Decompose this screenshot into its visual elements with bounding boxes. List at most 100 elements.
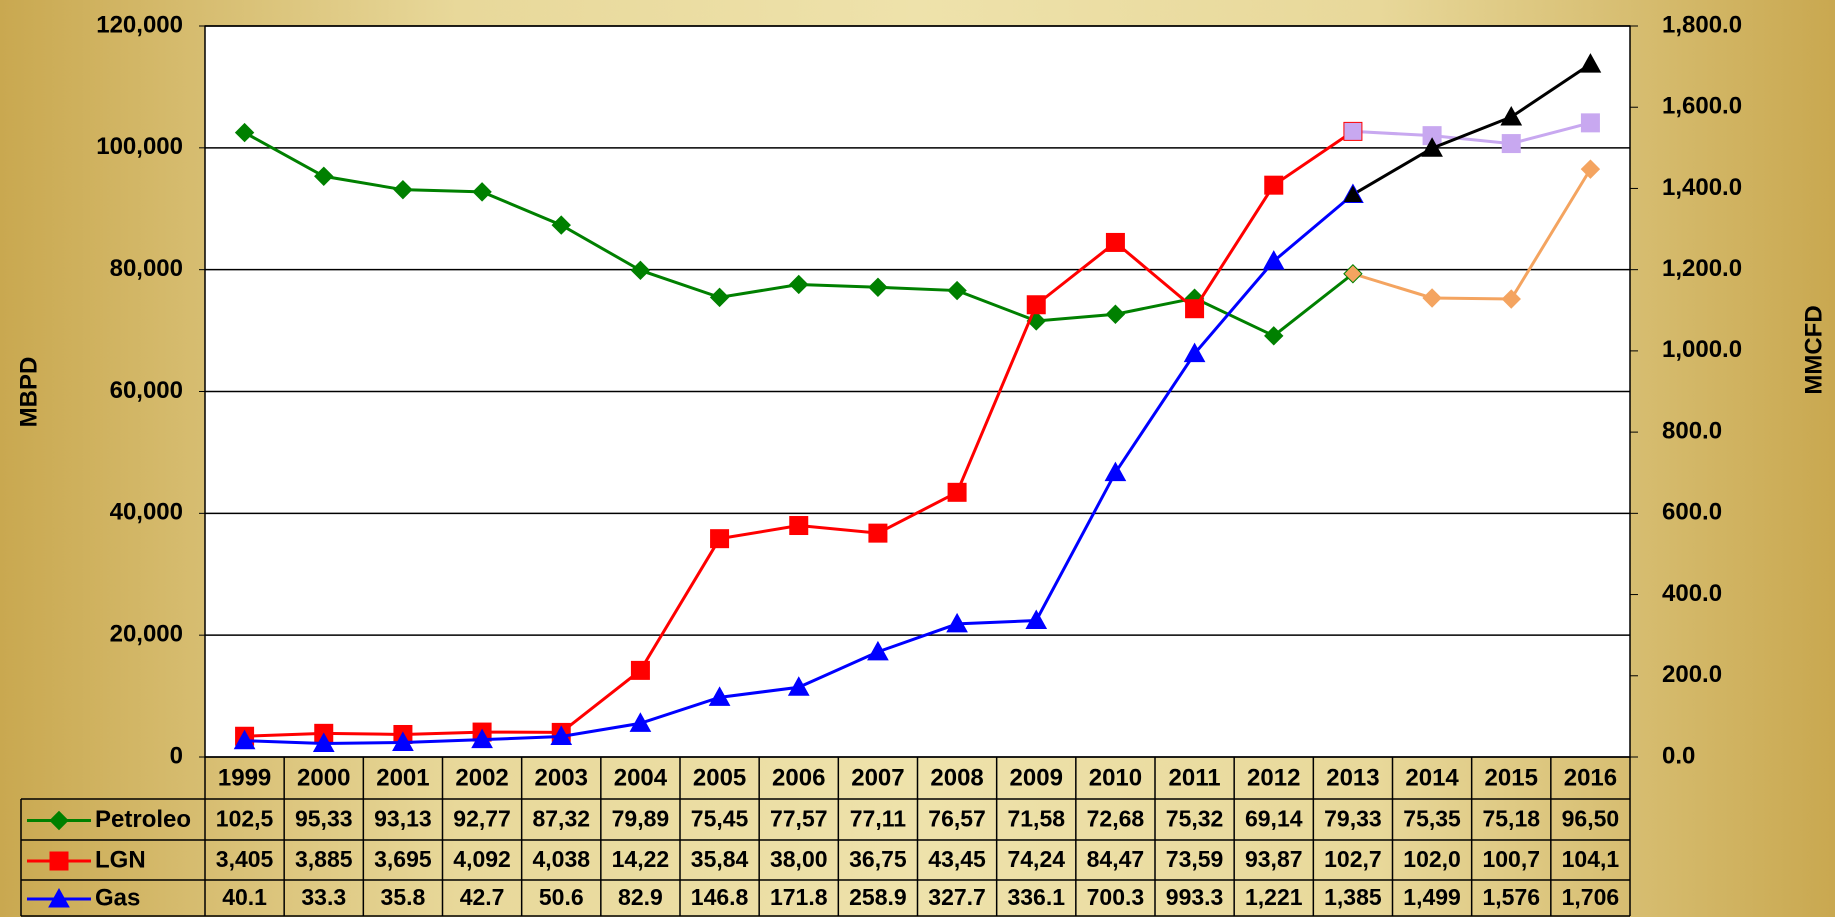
marker — [710, 529, 730, 549]
x-tick-label: 2013 — [1326, 764, 1379, 791]
x-tick-label: 2007 — [851, 764, 904, 791]
marker — [233, 729, 256, 750]
table-value: 75,35 — [1403, 806, 1461, 832]
marker — [49, 851, 69, 871]
marker — [1185, 299, 1205, 319]
marker — [1422, 288, 1442, 308]
table-value: 36,75 — [849, 846, 907, 872]
y2-tick-label: 1,600.0 — [1662, 93, 1742, 120]
table-value: 35.8 — [381, 884, 426, 910]
marker — [947, 482, 967, 502]
table-value: 77,57 — [770, 806, 828, 832]
x-tick-label: 2000 — [297, 764, 350, 791]
marker — [471, 728, 493, 749]
y-tick-label: 80,000 — [110, 255, 183, 282]
table-value: 3,695 — [374, 846, 432, 872]
marker — [234, 122, 255, 143]
x-tick-label: 2015 — [1485, 764, 1538, 791]
marker — [789, 274, 809, 295]
table-value: 1,706 — [1562, 884, 1620, 910]
marker — [1579, 53, 1602, 73]
x-tick-label: 2005 — [693, 764, 746, 791]
marker — [787, 676, 810, 696]
table-value: 100,7 — [1482, 846, 1540, 872]
table-value: 71,58 — [1007, 806, 1065, 832]
marker — [1264, 175, 1284, 195]
y2-tick-label: 200.0 — [1662, 661, 1722, 688]
marker — [1501, 134, 1521, 154]
table-value: 1,576 — [1482, 884, 1540, 910]
table-value: 102,5 — [216, 806, 274, 832]
y2-tick-label: 1,400.0 — [1662, 174, 1742, 201]
marker — [1025, 609, 1048, 630]
marker — [709, 287, 730, 308]
x-tick-label: 2011 — [1169, 764, 1221, 791]
table-value: 95,33 — [295, 806, 353, 832]
marker — [312, 732, 335, 752]
table-value: 336.1 — [1007, 884, 1065, 910]
y-tick-label: 40,000 — [110, 499, 183, 526]
x-tick-label: 2009 — [1010, 764, 1063, 791]
marker — [392, 731, 414, 751]
marker — [393, 179, 413, 200]
marker — [1580, 159, 1601, 179]
table-value: 43,45 — [928, 846, 986, 872]
marker — [314, 166, 334, 186]
x-tick-label: 2006 — [772, 764, 825, 791]
table-value: 1,385 — [1324, 884, 1382, 910]
table-value: 75,18 — [1482, 806, 1540, 832]
x-tick-label: 2004 — [614, 764, 668, 791]
table-value: 171.8 — [770, 884, 828, 910]
marker — [1104, 461, 1127, 482]
marker — [1342, 183, 1364, 204]
table-value: 700.3 — [1087, 884, 1145, 910]
marker — [630, 260, 651, 281]
marker — [1343, 264, 1363, 284]
x-tick-label: 2001 — [376, 764, 429, 791]
table-value: 102,7 — [1324, 846, 1382, 872]
table-value: 74,24 — [1007, 846, 1065, 872]
marker — [1501, 289, 1521, 309]
marker — [550, 725, 573, 745]
marker — [629, 712, 652, 732]
marker — [551, 215, 571, 235]
marker — [868, 523, 888, 543]
table-value: 1,221 — [1245, 884, 1303, 910]
marker — [947, 280, 967, 301]
x-tick-label: 2003 — [535, 764, 588, 791]
y2-tick-label: 1,800.0 — [1662, 11, 1742, 38]
y-tick-label: 0 — [170, 742, 183, 769]
x-tick-label: 2016 — [1564, 764, 1617, 791]
table-value: 75,45 — [691, 806, 749, 832]
marker — [49, 810, 69, 831]
table-value: 35,84 — [691, 846, 749, 872]
table-value: 93,87 — [1245, 846, 1303, 872]
table-value: 50.6 — [539, 884, 584, 910]
table-value: 3,885 — [295, 846, 353, 872]
table-value: 4,038 — [532, 846, 590, 872]
marker — [1580, 113, 1600, 133]
marker — [868, 277, 888, 297]
y-axis-label: MBPD — [15, 357, 42, 428]
marker — [1343, 121, 1363, 141]
table-value: 82.9 — [618, 884, 663, 910]
marker — [472, 182, 492, 202]
x-tick-label: 2008 — [930, 764, 983, 791]
legend-label: LGN — [95, 846, 146, 873]
table-value: 3,405 — [216, 846, 274, 872]
table-value: 258.9 — [849, 884, 907, 910]
y2-axis-label: MMCFD — [1800, 305, 1827, 394]
marker — [789, 516, 809, 536]
legend-label: Gas — [95, 884, 140, 911]
table-value: 69,14 — [1245, 806, 1303, 832]
marker — [1500, 105, 1523, 126]
marker — [1105, 232, 1125, 252]
table-value: 96,50 — [1562, 806, 1620, 832]
table-value: 79,33 — [1324, 806, 1382, 832]
y2-tick-label: 0.0 — [1662, 742, 1695, 769]
x-tick-label: 2012 — [1247, 764, 1300, 791]
table-value: 79,89 — [612, 806, 670, 832]
table-value: 40.1 — [222, 884, 267, 910]
marker — [708, 686, 731, 706]
